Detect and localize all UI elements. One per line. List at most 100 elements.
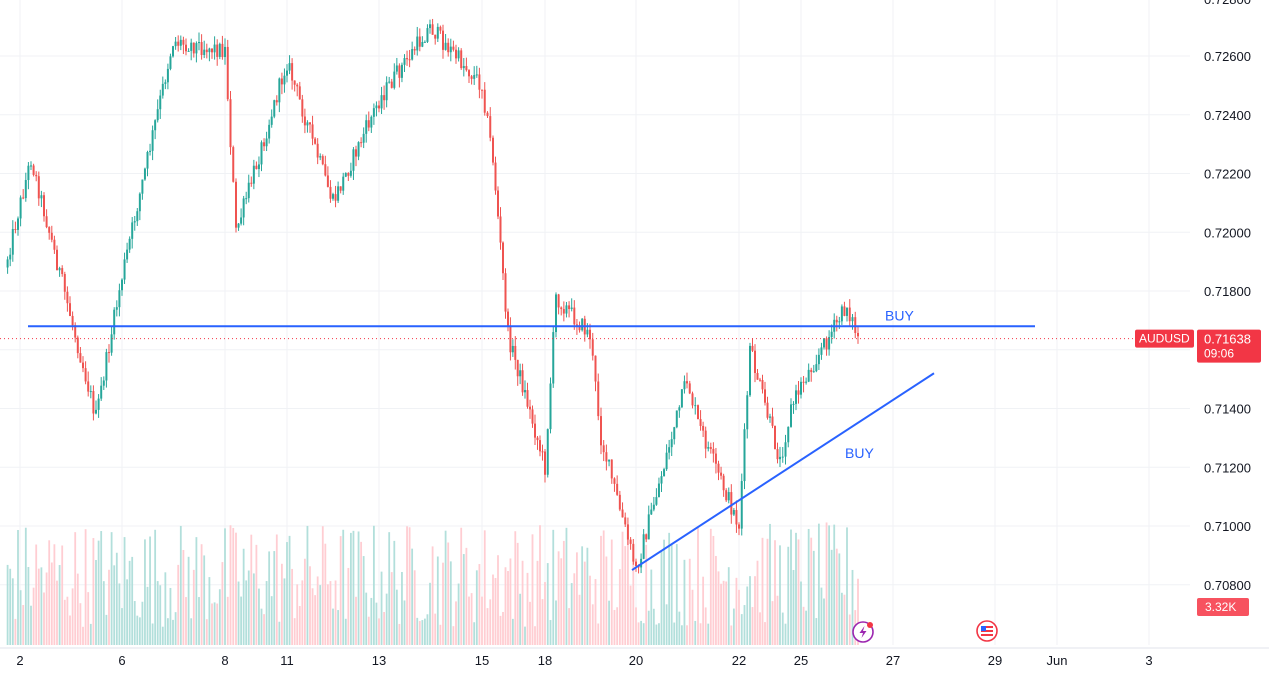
candle-body xyxy=(385,82,388,101)
trend-buy-line[interactable] xyxy=(631,372,935,571)
candle-body xyxy=(608,459,611,462)
candle-body xyxy=(40,195,43,199)
volume-bar xyxy=(431,546,434,645)
volume-bar xyxy=(478,564,481,645)
time-axis[interactable]: 2 6 8 11 13 15 18 20 22 25 27 29 Jun 3 xyxy=(0,647,1269,668)
candle-body xyxy=(205,49,208,53)
candle-body xyxy=(146,152,149,169)
volume-bar xyxy=(549,620,552,645)
price-tick-label: 0.71400 xyxy=(1204,402,1251,417)
candle-body xyxy=(89,391,92,393)
volume-bar xyxy=(383,611,385,645)
volume-bar xyxy=(53,544,56,645)
volume-bar xyxy=(629,585,632,645)
volume-bar xyxy=(468,596,470,645)
volume-bar xyxy=(198,597,200,645)
candle-body xyxy=(177,41,180,46)
price-axis[interactable]: 0.708000.710000.712000.714000.716000.718… xyxy=(1204,0,1251,593)
candle-body xyxy=(355,149,357,157)
candle-body xyxy=(367,120,370,128)
volume-bar xyxy=(349,532,352,645)
candle-body xyxy=(423,41,426,43)
candle-body xyxy=(393,71,396,88)
candle-body xyxy=(418,36,421,47)
date-tick-label: 2 xyxy=(16,653,23,668)
volume-bar xyxy=(326,584,329,645)
volume-bar xyxy=(332,608,334,645)
volume-bar xyxy=(473,622,476,645)
candle-body xyxy=(275,100,278,103)
candle-body xyxy=(97,398,100,410)
volume-bar xyxy=(232,527,235,645)
volume-bar xyxy=(334,580,337,645)
candle-body xyxy=(460,50,463,69)
lightning-event-icon[interactable] xyxy=(852,621,874,643)
candle-body xyxy=(597,381,600,417)
volume-bar xyxy=(640,620,642,645)
volume-bar xyxy=(613,609,616,645)
candle-body xyxy=(232,147,235,182)
candle-body xyxy=(722,475,725,491)
candle-body xyxy=(699,419,702,426)
candle-body xyxy=(680,389,683,408)
drawings[interactable]: BUY BUY xyxy=(28,307,1035,571)
volume-bar xyxy=(576,552,578,645)
volume-bar xyxy=(828,525,831,645)
candle-body xyxy=(24,180,27,199)
candle-body xyxy=(449,46,452,53)
candle-body xyxy=(642,534,645,559)
volume-bar xyxy=(544,582,546,645)
candle-body xyxy=(524,390,526,393)
volume-bar xyxy=(342,529,345,645)
candle-body xyxy=(779,456,781,460)
price-tick-label: 0.72600 xyxy=(1204,49,1251,64)
volume-bar xyxy=(265,581,268,645)
candle-body xyxy=(154,120,157,131)
volume-bar xyxy=(347,567,350,645)
date-tick-label: 18 xyxy=(538,653,552,668)
volume-bar xyxy=(429,582,431,645)
volume-bar xyxy=(247,570,250,645)
volume-bar xyxy=(483,530,486,645)
candle-body xyxy=(268,124,271,139)
volume-bar xyxy=(805,610,808,645)
volume-bar xyxy=(581,546,584,645)
volume-bar xyxy=(372,525,375,645)
candle-body xyxy=(657,483,660,498)
date-tick-label: 6 xyxy=(118,653,125,668)
us-flag-event-icon[interactable] xyxy=(976,620,998,642)
candle-body xyxy=(298,86,301,100)
volume-bar xyxy=(268,551,271,645)
candle-body xyxy=(63,273,66,292)
candle-body xyxy=(442,30,444,50)
candle-body xyxy=(823,338,825,348)
candle-body xyxy=(663,469,666,477)
volume-bar xyxy=(195,537,198,645)
date-tick-label: 13 xyxy=(372,653,386,668)
candle-body xyxy=(581,318,584,331)
candle-body xyxy=(851,317,854,322)
volume-bar xyxy=(367,616,370,645)
volume-bar xyxy=(370,597,373,645)
candle-body xyxy=(303,116,306,126)
volume-bar xyxy=(413,570,416,645)
volume-bar xyxy=(87,592,90,645)
candle-body xyxy=(655,497,658,505)
volume-bar xyxy=(589,575,591,645)
candle-body xyxy=(372,108,375,117)
volume-bar xyxy=(362,556,365,645)
volume-bar xyxy=(74,532,77,645)
candle-body xyxy=(771,416,774,426)
volume-bar xyxy=(138,617,141,645)
candle-body xyxy=(115,307,118,310)
volume-bar xyxy=(426,614,429,645)
volume-bar xyxy=(19,590,22,645)
candle-body xyxy=(857,332,859,337)
candle-body xyxy=(82,362,84,369)
volume-bar xyxy=(524,626,526,645)
candle-body xyxy=(306,122,309,126)
volume-bar xyxy=(388,532,391,645)
volume-bar xyxy=(647,610,650,645)
volume-bar xyxy=(502,611,504,645)
